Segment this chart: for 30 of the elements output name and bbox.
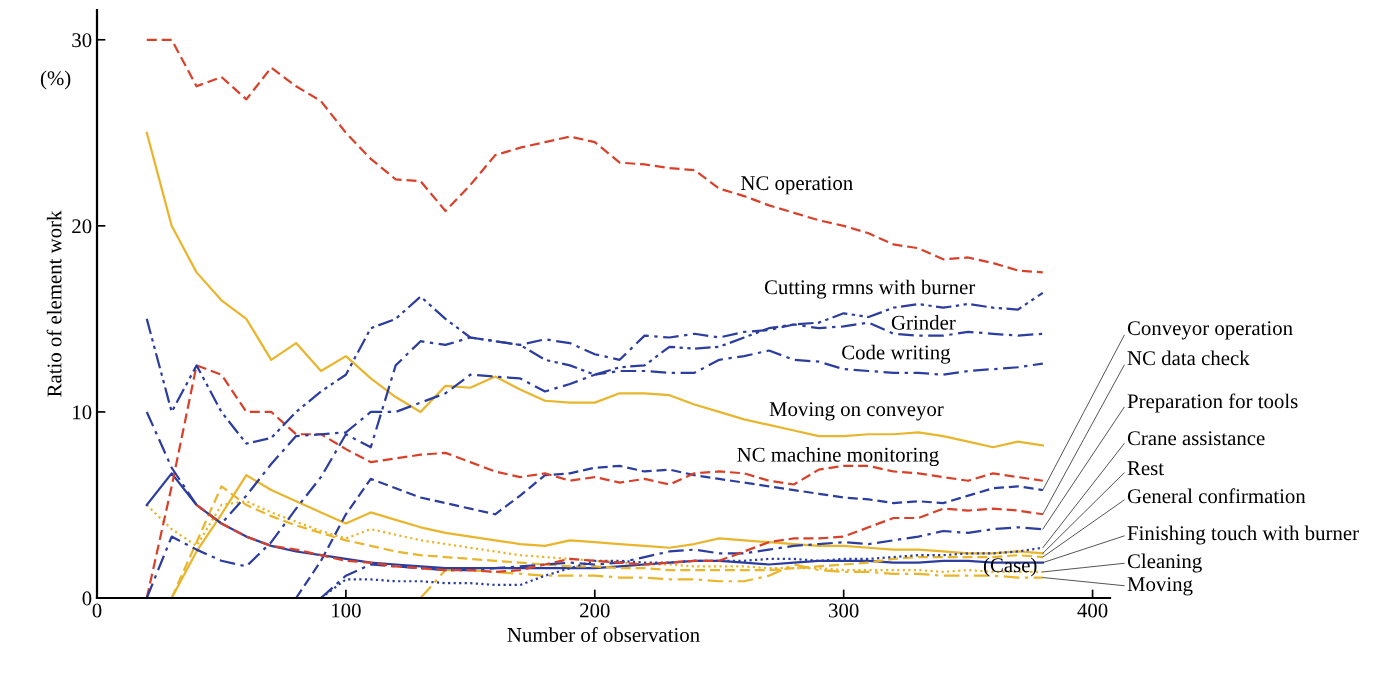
y-axis-title: Ratio of element work [46, 210, 62, 397]
series-label: Grinder [891, 315, 956, 330]
series-label: Cutting rmns with burner [764, 279, 976, 299]
series-label: Code writing [842, 344, 951, 364]
text: General confirmation [1127, 488, 1306, 504]
text: Cleaning [1127, 553, 1202, 573]
x-tick-label: 400 [1077, 603, 1108, 618]
text: Crane assistance [1127, 431, 1265, 446]
y-tick-label: 20 [72, 219, 92, 234]
line-series [145, 38, 1044, 274]
text: Conveyor operation [1127, 321, 1293, 340]
y-tick-label: 0 [82, 591, 92, 606]
y-tick-label: 10 [73, 405, 92, 420]
x-tick-label: 200 [580, 603, 610, 618]
x-tick-label: 0 [92, 603, 102, 618]
text: Moving [1127, 577, 1193, 596]
series-label: NC machine monitoring [737, 447, 939, 467]
series-label: Moving on conveyor [769, 402, 944, 421]
text: Finishing touch with burner [1127, 525, 1359, 545]
line-series [145, 131, 1044, 449]
text: NC data check [1127, 350, 1250, 366]
text: (%) [40, 70, 71, 90]
x-tick-label: 100 [332, 603, 361, 618]
x-axis-title: Number of observation [507, 627, 700, 642]
y-tick-label: 30 [72, 33, 92, 48]
x-tick-label: 300 [829, 603, 859, 618]
text: Preparation for tools [1127, 393, 1298, 413]
series-label: NC operation [740, 176, 853, 195]
line-series [295, 464, 1044, 600]
text: Rest [1127, 461, 1164, 476]
